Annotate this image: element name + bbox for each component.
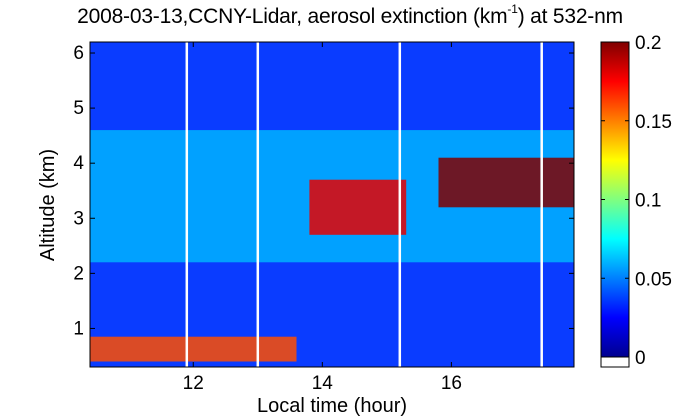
x-tick-label: 16 — [441, 373, 462, 394]
heatmap-feature-boundary-layer — [90, 336, 297, 362]
y-tick-label: 6 — [73, 43, 84, 64]
x-tick-label: 14 — [312, 373, 334, 394]
y-axis: 1 2 3 4 5 6 — [73, 43, 574, 339]
colorbar-underflow — [600, 356, 630, 368]
colorbar-gradient — [600, 41, 630, 358]
colorbar-tick-label: 0.2 — [635, 33, 661, 54]
y-axis-label: Altitude (km) — [37, 149, 59, 261]
plot-frame — [89, 41, 575, 368]
y-tick-label: 2 — [73, 263, 84, 284]
colorbar-tick-label: 0 — [635, 348, 646, 369]
x-axis-label: Local time (hour) — [257, 395, 407, 417]
chart-title: 2008-03-13,CCNY-Lidar, aerosol extinctio… — [77, 2, 623, 28]
y-tick-label: 1 — [73, 318, 84, 339]
colorbar: 0 0.05 0.1 0.15 0.2 — [600, 33, 672, 369]
x-axis: 12 14 16 — [183, 42, 462, 394]
x-tick-label: 12 — [183, 373, 204, 394]
y-tick-label: 4 — [73, 153, 84, 174]
heatmap-feature-elevated-aerosol-layer — [309, 179, 407, 235]
heatmap-feature-cloud-layer — [438, 157, 574, 208]
y-tick-label: 5 — [73, 98, 84, 119]
colorbar-tick-label: 0.15 — [635, 112, 672, 133]
colorbar-tick-label: 0.1 — [635, 191, 661, 212]
heatmap-area — [90, 42, 574, 367]
colorbar-tick-label: 0.05 — [635, 269, 672, 290]
y-tick-label: 3 — [73, 208, 84, 229]
